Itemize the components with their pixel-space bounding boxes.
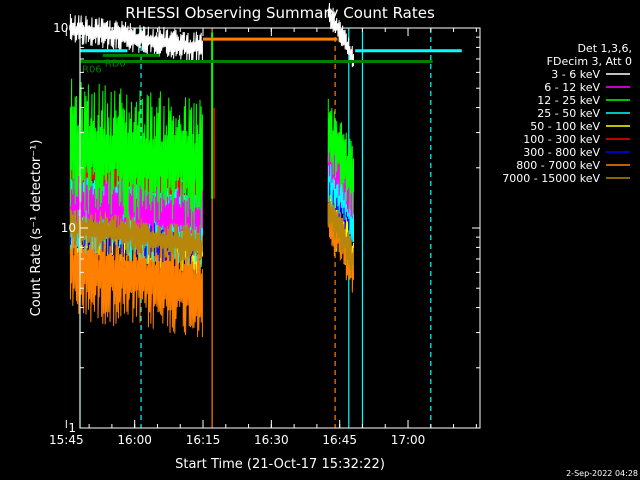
axis-ticks: 15:45 16:00 16:15 16:30 16:45 17:00 1 10 100: [49, 21, 480, 447]
y-tick-label: 1: [68, 421, 76, 435]
legend-label: 25 - 50 keV: [537, 107, 600, 120]
legend-label: 100 - 300 keV: [523, 133, 600, 146]
x-tick-label: 15:45: [49, 433, 84, 447]
y-tick-label: 10: [61, 221, 76, 235]
y-tick-label: 100: [53, 21, 76, 35]
x-axis-label: Start Time (21-Oct-17 15:32:22): [175, 457, 385, 472]
legend-label: 12 - 25 keV: [537, 94, 600, 107]
series-12-25-kev: [69, 78, 354, 230]
legend-label: 800 - 7000 keV: [516, 159, 600, 172]
x-tick-label: 16:45: [322, 433, 357, 447]
x-tick-label: 17:00: [391, 433, 426, 447]
flag-label-r06: R06: [82, 64, 102, 75]
series-trace: [327, 98, 354, 217]
series-trace: [69, 208, 203, 264]
series-trace: [69, 13, 203, 63]
series-trace: [69, 78, 203, 230]
x-tick-label: 16:30: [254, 433, 289, 447]
legend-header-det: Det 1,3,6,: [577, 42, 632, 55]
x-tick-label: 16:15: [186, 433, 221, 447]
series-layer: [69, 3, 354, 338]
series-trace: [327, 3, 354, 68]
legend-label: 6 - 12 keV: [544, 81, 600, 94]
flag-label-rd0: RD0: [105, 58, 126, 69]
x-tick-label: 16:00: [117, 433, 152, 447]
series-3-6-kev: [69, 3, 354, 68]
footer-date: 2-Sep-2022 04:28: [566, 469, 638, 478]
legend-label: 50 - 100 keV: [530, 120, 600, 133]
legend-header-fdecim: FDecim 3, Att 0: [547, 55, 632, 68]
series-7000-15000-kev: [69, 195, 354, 277]
legend-label: 7000 - 15000 keV: [502, 172, 600, 185]
series-trace: [327, 195, 354, 277]
legend-label: 300 - 800 keV: [523, 146, 600, 159]
chart-title: RHESSI Observing Summary Count Rates: [125, 4, 435, 22]
legend-label: 3 - 6 keV: [551, 68, 600, 81]
y-axis-label: Count Rate (s⁻¹ detector⁻¹): [29, 140, 44, 317]
